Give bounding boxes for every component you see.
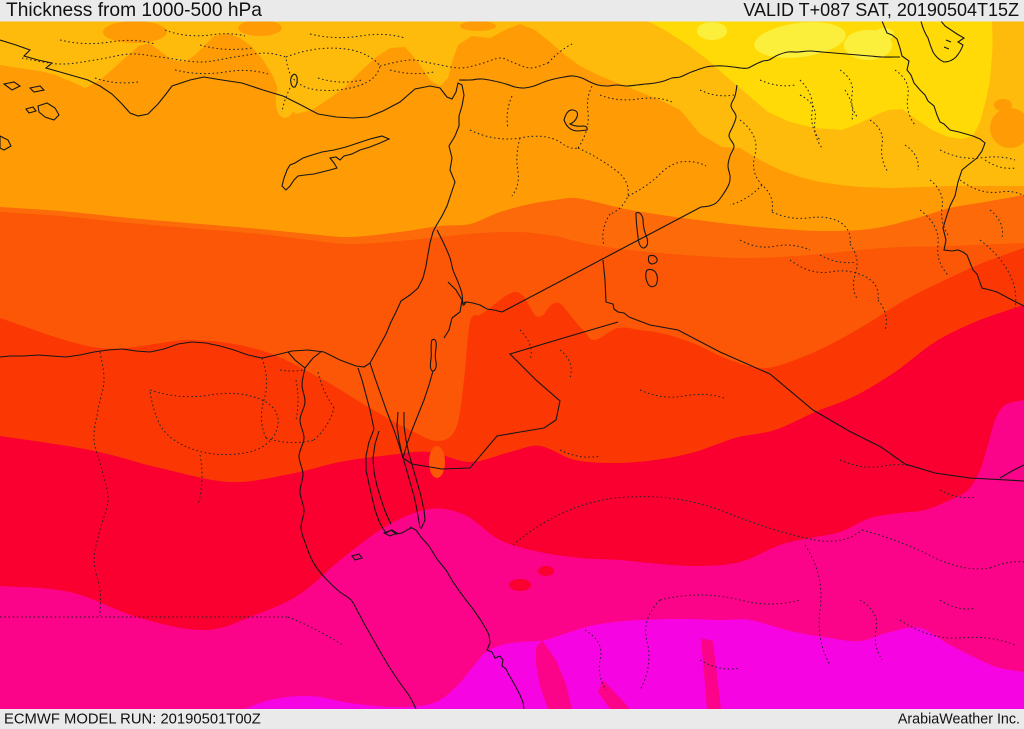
svg-text:VALID T+087 SAT, 20190504T15Z: VALID T+087 SAT, 20190504T15Z — [743, 0, 1019, 20]
svg-text:ECMWF MODEL RUN: 20190501T00Z: ECMWF MODEL RUN: 20190501T00Z — [4, 712, 261, 728]
svg-text:ArabiaWeather Inc.: ArabiaWeather Inc. — [898, 712, 1020, 728]
svg-text:Thickness from 1000-500 hPa: Thickness from 1000-500 hPa — [6, 0, 262, 21]
